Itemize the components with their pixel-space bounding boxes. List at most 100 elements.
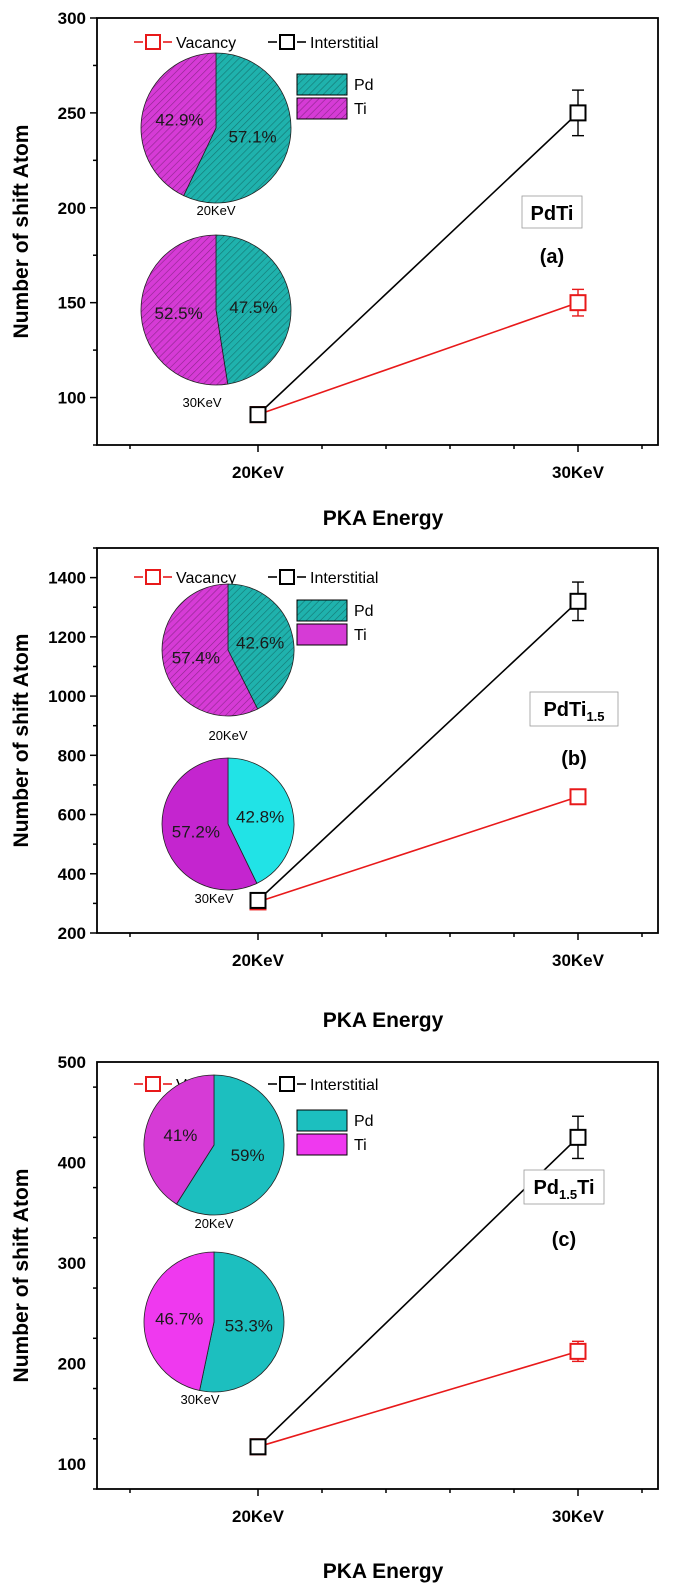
plot-frame xyxy=(96,547,659,934)
panel-c: 100 200 300 400 500 20KeV 30KeV PKA Energy Numbe… xyxy=(10,1053,659,1583)
y-tick-label: 200 xyxy=(58,924,86,943)
pie-label: 42.6% xyxy=(236,633,284,652)
marker-interstitial xyxy=(569,592,587,610)
pie-legend-swatch xyxy=(296,1109,348,1132)
pie-slice-hatch xyxy=(216,235,291,385)
panel-b: 200 400 600 800 1000 1200 1400 20KeV 30KeV PKA En… xyxy=(10,547,659,1032)
plot-frame xyxy=(96,1061,659,1490)
pie-slice-ti xyxy=(161,757,258,891)
legend-marker xyxy=(145,1076,161,1092)
pie-label: 47.5% xyxy=(229,298,277,317)
y-tick-label: 250 xyxy=(58,104,86,123)
y-tick-label: 300 xyxy=(58,9,86,28)
series-line-vacancy xyxy=(257,301,579,416)
y-tick-label: 100 xyxy=(58,1455,86,1474)
series-line-interstitial xyxy=(257,600,579,902)
x-axis-title: PKA Energy xyxy=(323,1009,444,1032)
y-tick-label: 200 xyxy=(58,1354,86,1373)
pie-slice-pd xyxy=(227,757,295,884)
pie-caption: 20KeV xyxy=(194,1216,233,1231)
panel-tag: (b) xyxy=(561,748,587,770)
material-label: PdTi xyxy=(531,203,574,225)
marker-interstitial xyxy=(249,406,267,424)
pie-label: 57.2% xyxy=(172,822,220,841)
pie-slice-hatch xyxy=(183,53,291,203)
material-box xyxy=(521,195,583,229)
y-tick-label: 300 xyxy=(58,1254,86,1273)
pie-legend-hatch xyxy=(297,98,347,119)
pie-legend-label-pd: Pd xyxy=(354,603,374,620)
legend-marker xyxy=(279,569,295,585)
y-tick-label: 500 xyxy=(58,1053,86,1072)
x-tick-label: 20KeV xyxy=(232,1507,285,1526)
pie-slice-hatch xyxy=(228,584,295,709)
x-axis-title: PKA Energy xyxy=(323,507,444,530)
y-tick-label: 400 xyxy=(58,1153,86,1172)
pie-slice-hatch xyxy=(141,235,228,386)
y-axis-title: Number of shift Atom xyxy=(10,125,33,339)
panel-tag: (c) xyxy=(552,1229,576,1251)
pie-legend-label-ti: Ti xyxy=(354,101,367,118)
pie-legend-label-ti: Ti xyxy=(354,627,367,644)
y-tick-label: 1400 xyxy=(48,569,86,588)
x-tick-label: 20KeV xyxy=(232,951,285,970)
x-tick-label: 30KeV xyxy=(552,1507,605,1526)
plot-frame xyxy=(96,17,659,446)
pie-label: 57.1% xyxy=(228,127,276,146)
pie-caption: 30KeV xyxy=(182,395,221,410)
marker-vacancy xyxy=(569,1342,587,1360)
x-axis-title: PKA Energy xyxy=(323,1560,444,1583)
pie-label: 59% xyxy=(231,1146,265,1165)
pie-label: 53.3% xyxy=(225,1317,273,1336)
legend-label-interstitial: Interstitial xyxy=(310,570,378,587)
x-tick-label: 30KeV xyxy=(552,463,605,482)
pie-legend-hatch xyxy=(297,600,347,621)
pie-caption: 20KeV xyxy=(196,203,235,218)
pie-caption: 20KeV xyxy=(208,728,247,743)
material-box xyxy=(529,691,619,727)
legend-marker xyxy=(145,569,161,585)
panel-tag: (a) xyxy=(540,246,564,268)
legend-label-vacancy: Vacancy xyxy=(176,35,236,52)
y-axis-title: Number of shift Atom xyxy=(10,634,33,848)
y-tick-label: 600 xyxy=(58,806,86,825)
marker-vacancy xyxy=(569,788,587,806)
y-tick-label: 800 xyxy=(58,746,86,765)
pie-caption: 30KeV xyxy=(180,1392,219,1407)
marker-interstitial xyxy=(569,104,587,122)
pie-label: 42.9% xyxy=(155,111,203,130)
pie-label: 42.8% xyxy=(236,808,284,827)
x-tick-label: 30KeV xyxy=(552,951,605,970)
pie-label: 41% xyxy=(163,1126,197,1145)
pie-slice-ti xyxy=(143,1251,215,1391)
series-line-vacancy xyxy=(257,796,579,903)
pie-slice-pd xyxy=(199,1251,285,1393)
pie-legend-swatch xyxy=(296,623,348,646)
y-tick-label: 200 xyxy=(58,199,86,218)
y-axis-title: Number of shift Atom xyxy=(10,1169,33,1383)
pie-slice-pd xyxy=(175,1074,285,1216)
pie-caption: 30KeV xyxy=(194,891,233,906)
legend-label-interstitial: Interstitial xyxy=(310,35,378,52)
series-line-vacancy xyxy=(257,1350,579,1448)
marker-vacancy xyxy=(569,294,587,312)
material-label: Pd1.5Ti xyxy=(533,1177,594,1202)
marker-interstitial xyxy=(249,891,267,909)
pie-label: 52.5% xyxy=(155,304,203,323)
legend-marker xyxy=(279,1076,295,1092)
legend-label-vacancy: Vacancy xyxy=(176,570,236,587)
y-tick-label: 100 xyxy=(58,389,86,408)
pie-label: 46.7% xyxy=(155,1309,203,1328)
series-line-interstitial xyxy=(257,112,579,416)
pie-legend-label-pd: Pd xyxy=(354,77,374,94)
pie-slice-hatch xyxy=(162,584,258,716)
material-label: PdTi1.5 xyxy=(543,699,604,724)
marker-interstitial xyxy=(569,1128,587,1146)
panel-a: 100 150 200 250 300 20KeV 30KeV PKA Energy Numbe… xyxy=(10,9,659,530)
y-tick-label: 150 xyxy=(58,294,86,313)
marker-interstitial xyxy=(249,1438,267,1456)
legend-label-interstitial: Interstitial xyxy=(310,1077,378,1094)
x-tick-label: 20KeV xyxy=(232,463,285,482)
legend-marker xyxy=(145,34,161,50)
